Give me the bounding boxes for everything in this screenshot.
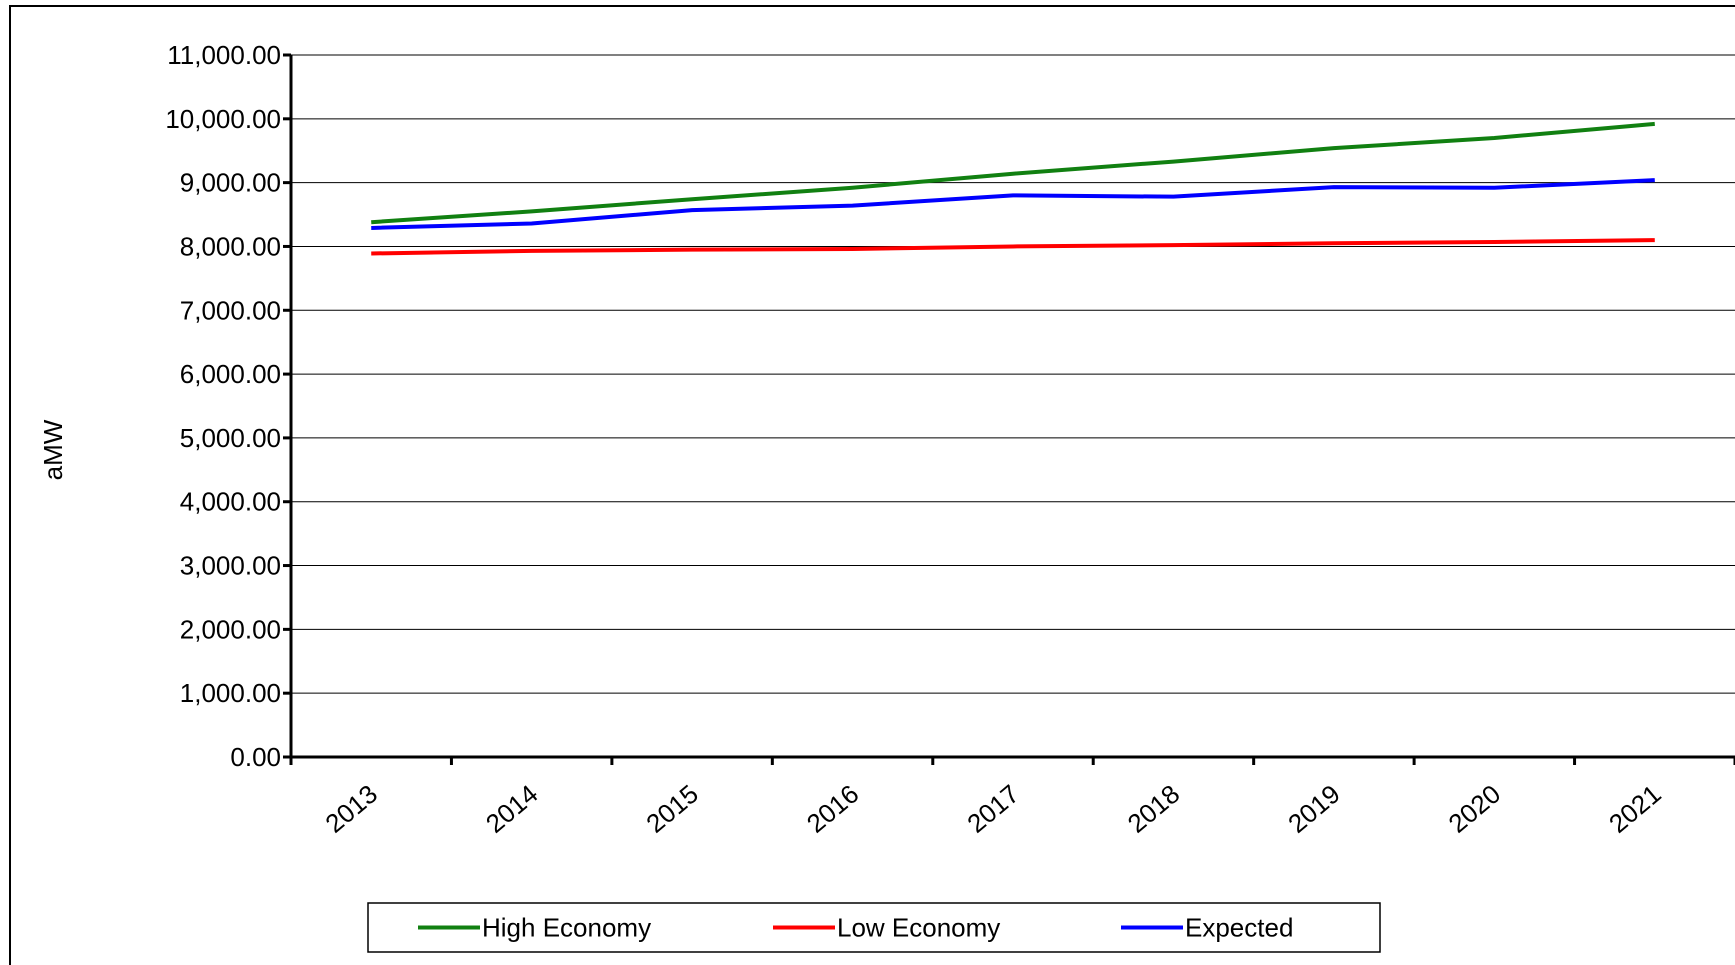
x-tick-label: 2019 [1282, 779, 1346, 839]
series-line [371, 178, 1655, 230]
y-tick-label: 6,000.00 [180, 359, 281, 389]
x-tick-label: 2017 [961, 779, 1025, 839]
y-tick-label: 8,000.00 [180, 231, 281, 261]
legend-label: High Economy [482, 913, 651, 943]
y-axis-title: aMW [38, 419, 68, 480]
y-tick-label: 0.00 [230, 742, 281, 772]
y-tick-label: 10,000.00 [165, 104, 281, 134]
y-tick-label: 2,000.00 [180, 614, 281, 644]
x-tick-label: 2014 [480, 779, 544, 839]
legend-label: Low Economy [837, 913, 1000, 943]
y-tick-label: 7,000.00 [180, 295, 281, 325]
y-tick-label: 1,000.00 [180, 678, 281, 708]
x-tick-label: 2016 [801, 779, 865, 839]
x-tick-label: 2020 [1443, 779, 1507, 839]
legend-label: Expected [1185, 913, 1293, 943]
series-line [371, 121, 1655, 225]
x-tick-label: 2013 [319, 779, 383, 839]
y-tick-label: 9,000.00 [180, 168, 281, 198]
series-line [371, 238, 1655, 256]
chart-frame [9, 5, 1735, 965]
y-tick-label: 3,000.00 [180, 551, 281, 581]
x-tick-label: 2015 [640, 779, 704, 839]
y-tick-label: 4,000.00 [180, 487, 281, 517]
y-tick-label: 11,000.00 [167, 40, 281, 70]
x-tick-label: 2021 [1603, 779, 1667, 839]
x-tick-label: 2018 [1122, 779, 1186, 839]
y-tick-label: 5,000.00 [180, 423, 281, 453]
legend-box [367, 902, 1381, 953]
